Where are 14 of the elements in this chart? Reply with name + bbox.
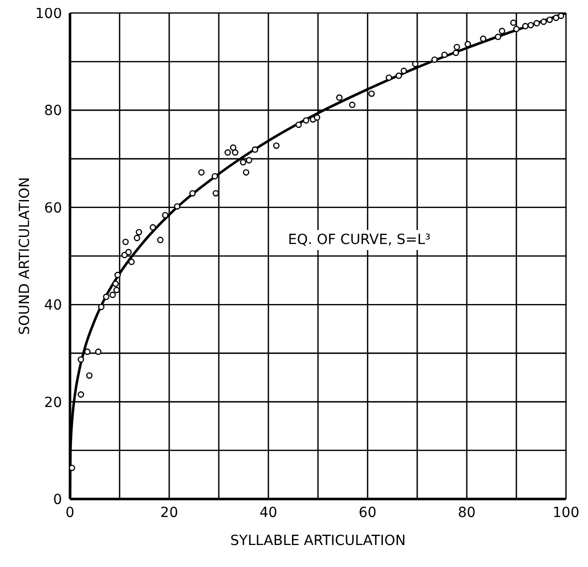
y-tick-label: 40 — [44, 298, 62, 314]
x-tick-label: 100 — [552, 504, 580, 521]
x-tick-label: 40 — [259, 504, 278, 521]
y-axis-title: SOUND ARTICULATION — [16, 177, 33, 335]
y-tick-label: 20 — [44, 394, 62, 411]
x-tick-label: 80 — [458, 504, 476, 521]
y-tick-label: 60 — [44, 200, 62, 216]
annotation: EQ. OF CURVE, S=L³ — [284, 230, 435, 250]
x-tick-label: 20 — [160, 504, 178, 521]
x-axis-title: SYLLABLE ARTICULATION — [230, 533, 406, 549]
x-tick-label: 60 — [358, 504, 377, 521]
y-tick-label: 80 — [44, 103, 62, 120]
y-tick-label: 0 — [53, 492, 62, 508]
x-tick-label: 0 — [66, 504, 74, 521]
